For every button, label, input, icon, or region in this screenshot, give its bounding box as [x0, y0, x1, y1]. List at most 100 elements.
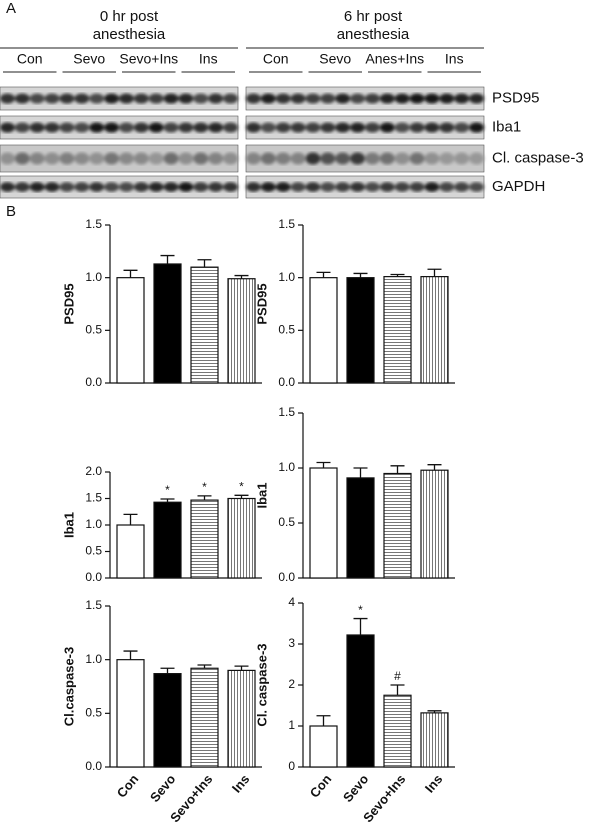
- y-tick-label: 2.0: [85, 464, 102, 478]
- error-bar: [390, 465, 405, 474]
- y-tick-label: 0.5: [85, 706, 102, 720]
- y-tick-label: 1.5: [85, 598, 102, 612]
- bar: [153, 673, 182, 768]
- blot-band: [246, 152, 261, 165]
- blot-band: [320, 182, 336, 192]
- blot-band: [335, 182, 351, 192]
- blot-band: [379, 152, 395, 165]
- blot-band: [290, 152, 306, 165]
- bar: [346, 477, 375, 579]
- blot-band: [208, 152, 224, 165]
- blot-band: [29, 152, 45, 165]
- blot-band: [469, 93, 484, 104]
- blot-band: [14, 182, 30, 192]
- bar: [383, 276, 412, 384]
- y-axis-label: PSD95: [61, 283, 76, 324]
- bar: [190, 499, 219, 579]
- blot-band: [260, 152, 276, 165]
- error-bar: [390, 684, 405, 696]
- y-tick-label: 0.0: [85, 759, 102, 773]
- bar: [420, 712, 449, 768]
- significance-mark: *: [239, 479, 244, 493]
- blot-band: [208, 122, 224, 133]
- blot-band: [409, 182, 425, 192]
- blot-band: [29, 182, 45, 192]
- blot-band: [260, 122, 276, 133]
- y-tick-label: 1.0: [85, 517, 102, 531]
- blot-row-label: PSD95: [492, 89, 540, 106]
- blot-band: [163, 152, 179, 165]
- lane-label: Sevo: [73, 51, 105, 67]
- bar: [227, 669, 256, 768]
- error-bar: [160, 667, 175, 674]
- bar: [383, 694, 412, 768]
- blot-band: [260, 93, 276, 104]
- y-axis-label: Iba1: [254, 482, 269, 508]
- blot-band: [208, 93, 224, 104]
- error-bar: [234, 665, 249, 671]
- blot-band: [193, 152, 209, 165]
- blot-band: [454, 122, 470, 133]
- blot-band: [320, 152, 336, 165]
- bar: [383, 472, 412, 579]
- y-tick-label: 0.5: [85, 323, 102, 337]
- error-bar: [353, 617, 368, 635]
- blot-band: [424, 122, 440, 133]
- blot-row-label: GAPDH: [492, 178, 545, 195]
- y-tick-label: 1.0: [278, 270, 295, 284]
- bar: [420, 276, 449, 384]
- blot-band: [394, 122, 410, 133]
- blot-band: [119, 182, 134, 192]
- blot-band: [409, 93, 425, 104]
- blot-band: [379, 122, 395, 133]
- blot-band: [0, 122, 15, 133]
- blot-band: [89, 152, 105, 165]
- y-tick-label: 3: [288, 636, 295, 650]
- band-group: [246, 182, 484, 192]
- bar: [190, 266, 219, 384]
- blot-band: [275, 93, 291, 104]
- blot-band: [59, 182, 75, 192]
- blot-band: [163, 93, 179, 104]
- blot-band: [350, 182, 365, 192]
- y-tick-label: 1: [288, 718, 295, 732]
- y-axis-label: Iba1: [61, 512, 76, 538]
- blot-band: [350, 93, 365, 104]
- lane-label: Sevo: [319, 51, 351, 67]
- blot-band: [163, 182, 179, 192]
- band-group: [246, 93, 484, 104]
- y-tick-label: 4: [288, 595, 295, 609]
- bar: [227, 278, 256, 384]
- bar: [153, 263, 182, 384]
- blot-band: [148, 152, 164, 165]
- blot-band: [260, 182, 276, 192]
- y-tick-label: 1.5: [85, 217, 102, 231]
- y-tick-label: 0.0: [85, 570, 102, 584]
- y-tick-label: 1.5: [278, 217, 295, 231]
- blot-band: [89, 182, 105, 192]
- panel-label: B: [6, 203, 16, 220]
- y-tick-label: 1.0: [85, 270, 102, 284]
- blot-band: [246, 93, 261, 104]
- y-axis-label: PSD95: [254, 283, 269, 324]
- blot-band: [59, 152, 75, 165]
- blot-band: [335, 122, 351, 133]
- blot-band: [119, 93, 134, 104]
- y-tick-label: 1.5: [85, 491, 102, 505]
- band-group: [246, 152, 484, 165]
- error-bar: [123, 513, 138, 525]
- blot-band: [469, 152, 484, 165]
- error-bar: [234, 494, 249, 499]
- bar: [346, 634, 375, 768]
- blot-band: [148, 93, 164, 104]
- x-tick-label: Con: [114, 771, 142, 800]
- blot-band: [350, 122, 365, 133]
- y-tick-label: 0.5: [278, 323, 295, 337]
- blot-header: anesthesia: [337, 26, 410, 43]
- significance-mark: *: [165, 483, 170, 497]
- blot-band: [0, 182, 15, 192]
- bar: [116, 277, 145, 384]
- blot-band: [178, 182, 194, 192]
- blot-row-label: Cl. caspase-3: [492, 149, 584, 166]
